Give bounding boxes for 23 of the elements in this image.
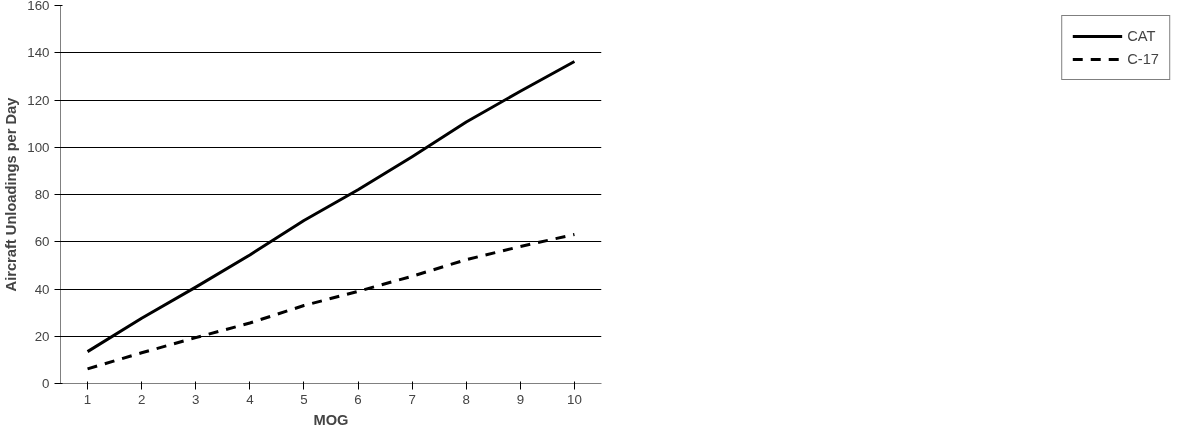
- y-tick-label: 140: [27, 45, 50, 61]
- legend-label: CAT: [1127, 28, 1156, 44]
- x-axis-title: MOG: [313, 411, 349, 428]
- x-tick-label: 2: [137, 391, 146, 407]
- y-tick-label: 60: [34, 234, 50, 250]
- y-tick-label: 160: [27, 0, 50, 13]
- x-tick-label: 4: [246, 391, 255, 407]
- legend-label: C-17: [1127, 51, 1159, 67]
- y-axis-title: Aircraft Unloadings per Day: [3, 96, 20, 292]
- y-tick-label: 100: [27, 139, 50, 155]
- x-tick-label: 6: [354, 391, 362, 407]
- x-tick-label: 3: [192, 391, 200, 407]
- y-tick-label: 0: [42, 376, 50, 391]
- y-tick-label: 20: [34, 328, 50, 344]
- x-tick-label: 1: [83, 391, 92, 407]
- y-tick-label: 120: [27, 92, 50, 108]
- x-tick-label: 5: [300, 391, 308, 407]
- y-tick-label: 80: [34, 187, 50, 202]
- x-tick-label: 10: [567, 391, 582, 407]
- x-tick-label: 9: [516, 391, 525, 407]
- y-tick-label: 40: [34, 281, 50, 297]
- x-tick-label: 8: [462, 391, 470, 407]
- x-tick-label: 7: [408, 391, 416, 407]
